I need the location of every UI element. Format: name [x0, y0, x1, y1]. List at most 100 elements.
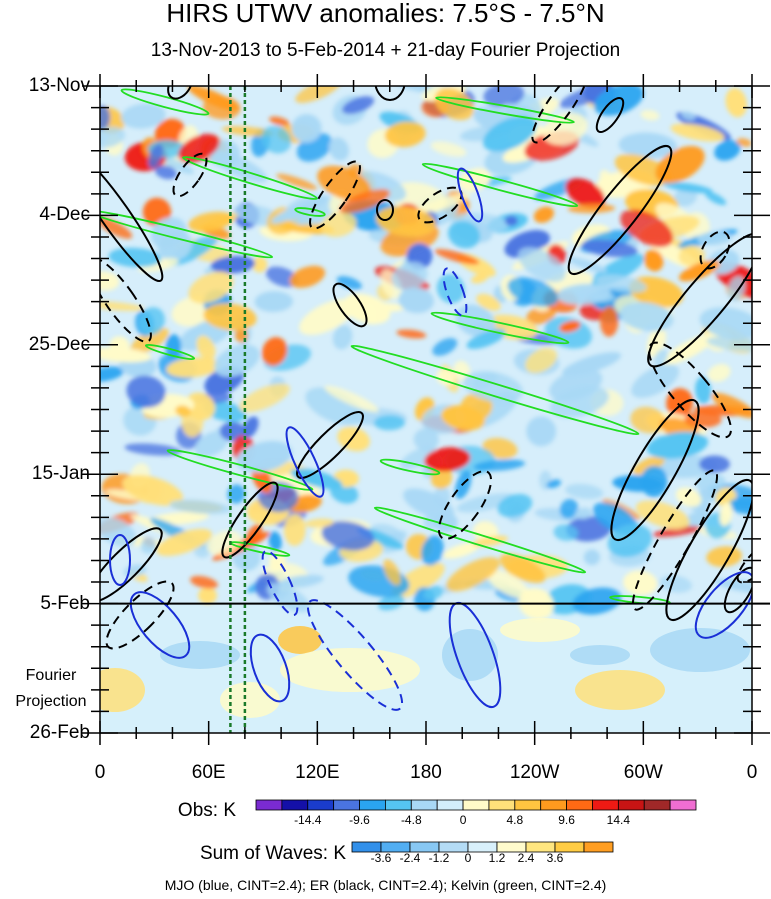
anomaly-blob	[203, 303, 257, 331]
anomaly-blob	[553, 524, 579, 541]
anomaly-blob	[261, 337, 288, 366]
colorbar-swatch	[540, 799, 567, 811]
anomaly-blob	[424, 447, 471, 472]
colorbar-label: -9.6	[349, 813, 370, 827]
er-contour	[647, 232, 752, 368]
anomaly-blob	[631, 364, 679, 398]
anomaly-blob	[239, 383, 290, 413]
anomaly-blob	[270, 197, 329, 224]
anomaly-blob	[384, 121, 426, 148]
er-contour	[437, 470, 493, 540]
er-contour	[531, 86, 589, 144]
anomaly-blob	[328, 137, 349, 161]
colorbar-swatch	[488, 799, 516, 811]
anomaly-blob	[391, 261, 428, 291]
mjo-contour	[109, 534, 131, 586]
anomaly-blob	[236, 441, 293, 473]
anomaly-blob	[443, 542, 480, 559]
anomaly-blob	[619, 302, 674, 332]
anomaly-blob	[339, 189, 391, 214]
projection-blob	[570, 645, 630, 665]
kelvin-contour	[373, 506, 587, 574]
anomaly-blob	[705, 191, 727, 206]
obs-colorbar-title: Obs: K	[177, 800, 236, 821]
chart-caption: MJO (blue, CINT=2.4); ER (black, CINT=2.…	[164, 877, 607, 893]
colorbar-swatch	[281, 799, 309, 811]
anomaly-blob	[533, 206, 555, 223]
colorbar-swatch	[255, 799, 283, 811]
anomaly-blob	[398, 287, 434, 314]
projection-blob	[442, 629, 498, 681]
anomaly-blob	[157, 230, 193, 261]
anomaly-blob	[124, 443, 182, 456]
colorbar-swatch	[583, 841, 614, 853]
anomaly-blob	[336, 276, 362, 290]
anomaly-blob	[640, 109, 660, 121]
kelvin-contour	[294, 207, 326, 217]
anomaly-blob	[165, 334, 182, 360]
anomaly-blob	[714, 140, 741, 161]
er-contour	[296, 411, 364, 479]
anomaly-blob	[140, 537, 157, 554]
colorbars	[255, 799, 697, 853]
anomaly-blob	[446, 557, 500, 592]
anomaly-blob	[187, 86, 239, 111]
anomaly-blob	[644, 249, 664, 272]
projection-blob	[650, 628, 750, 672]
anomaly-blob	[100, 105, 111, 131]
er-contour	[376, 199, 394, 221]
anomaly-blob	[414, 192, 471, 215]
anomaly-blob	[567, 257, 607, 273]
anomaly-blob	[623, 570, 658, 596]
kelvin-contour	[435, 96, 575, 124]
anomaly-blob	[630, 406, 666, 434]
anomaly-blob	[276, 173, 318, 190]
anomaly-blob	[482, 116, 537, 152]
anomaly-blob	[684, 411, 722, 428]
anomaly-blob	[421, 535, 444, 566]
anomaly-blob	[600, 306, 619, 337]
anomaly-blob	[526, 416, 557, 447]
anomaly-blob	[546, 479, 562, 489]
anomaly-blob	[375, 206, 436, 237]
anomaly-blob	[486, 569, 529, 599]
anomaly-blob	[436, 369, 456, 386]
y-tick-label: 25-Dec	[28, 333, 90, 355]
anomaly-blobs	[100, 86, 752, 620]
kelvin-contour	[350, 344, 640, 436]
anomaly-blob	[711, 392, 752, 419]
anomaly-blob	[161, 156, 194, 175]
kelvin-contour	[144, 344, 196, 360]
colorbar-swatch	[643, 799, 671, 811]
anomaly-blob	[432, 338, 458, 356]
er-contour	[736, 536, 752, 584]
colorbar-swatch	[359, 799, 386, 811]
anomaly-blob	[507, 277, 559, 307]
anomaly-blob	[154, 164, 177, 180]
anomaly-blob	[640, 465, 668, 498]
colorbar-swatch	[566, 799, 593, 811]
anomaly-blob	[471, 273, 489, 284]
x-tick-label: 60W	[623, 762, 663, 783]
anomaly-blob	[188, 271, 234, 304]
colorbar-swatch	[669, 799, 697, 811]
anomaly-blob	[441, 405, 486, 431]
mjo-contour	[285, 426, 325, 498]
y-tick-label: 4-Dec	[39, 204, 90, 226]
colorbar-swatch	[333, 799, 360, 811]
colorbar-swatch	[514, 799, 542, 811]
anomaly-blob	[725, 87, 747, 118]
anomaly-blob	[373, 415, 406, 431]
anomaly-blob	[635, 500, 690, 530]
anomaly-blob	[413, 428, 439, 451]
projection-blob	[160, 641, 240, 669]
er-contour	[723, 566, 752, 614]
anomaly-blob	[266, 583, 310, 613]
plot-area	[100, 86, 752, 733]
anomaly-blob	[403, 488, 455, 520]
anomaly-blob	[727, 276, 746, 302]
anomaly-blob	[567, 203, 616, 214]
er-contour	[595, 96, 625, 134]
anomaly-blob	[565, 178, 605, 209]
